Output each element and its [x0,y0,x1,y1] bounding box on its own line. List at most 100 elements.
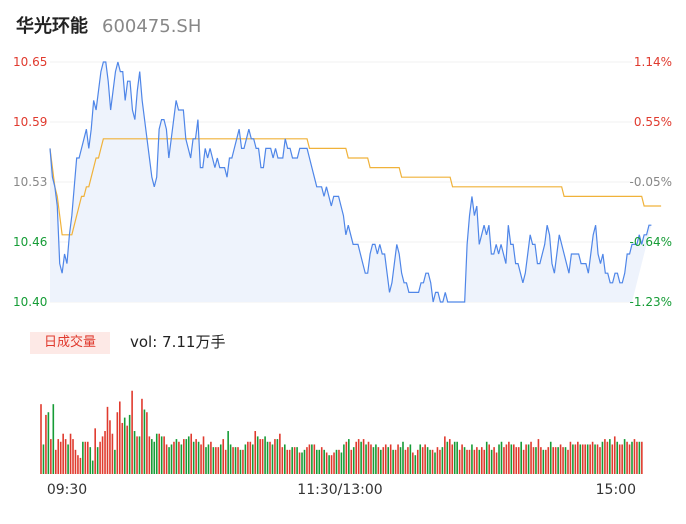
volume-bar [623,439,626,474]
volume-bar [530,441,532,474]
volume-bar [466,449,468,474]
volume-bar [488,444,490,474]
volume-bar [50,439,52,474]
volume-bar [343,444,345,474]
volume-bar [606,441,609,474]
volume-bar [419,444,422,474]
volume-bar [399,447,402,474]
y-right-tick-label: -1.23% [630,295,672,309]
y-left-tick-label: 10.59 [13,115,47,129]
volume-bar [473,449,476,474]
volume-bar [589,444,591,474]
volume-bar [274,439,276,474]
volume-bar [165,444,168,474]
volume-bar [485,441,488,474]
volume-bar [429,449,431,474]
volume-bar [288,449,291,474]
volume-bar [463,447,466,474]
volume-bar [604,439,606,474]
volume-bar [197,441,200,474]
volume-bar [168,447,170,474]
volume-bar [394,449,397,474]
volume-bar [281,447,284,474]
volume-bar [424,444,426,474]
volume-bar [535,447,537,474]
header: 华光环能 600475.SH [16,12,201,40]
volume-bar [54,449,57,474]
volume-bar [178,441,180,474]
volume-bar [86,441,89,474]
volume-bar [448,439,451,474]
y-left-tick-label: 10.65 [13,55,47,69]
volume-bar [569,441,572,474]
volume-bar [355,441,357,474]
volume-bar [599,447,601,474]
volume-bar [537,439,540,474]
volume-bar [111,433,114,474]
stock-name: 华光环能 [16,16,88,37]
volume-bar [577,441,579,474]
volume-bar [261,439,264,474]
volume-bar [402,441,404,474]
volume-bar [596,444,599,474]
volume-bar [200,444,202,474]
volume-bar [77,455,79,474]
volume-bar [365,444,367,474]
volume-bar [525,444,527,474]
volume-bar [84,441,87,474]
volume-bar [601,441,604,474]
volume-bar [357,439,360,474]
volume-bar [249,441,252,474]
volume-bar [636,441,638,474]
volume-bar [234,447,237,474]
x-axis-labels: 09:30 11:30/13:00 15:00 [47,482,636,498]
volume-bar [431,449,434,474]
volume-bar [478,449,481,474]
volume-bar [40,404,42,474]
volume-bar [52,404,55,474]
volume-bar [192,441,195,474]
volume-bar [557,447,559,474]
volume-bar [370,444,372,474]
volume-bar [62,433,64,474]
volume-bar [96,447,99,474]
volume-bar [106,406,109,474]
volume-bar [572,444,574,474]
volume-bar [151,439,153,474]
volume-bar [64,439,67,474]
volume-bar [158,433,160,474]
volume-bar [503,447,505,474]
volume-bar [609,439,611,474]
volume-bar [222,439,225,474]
volume-bar [251,444,254,474]
volume-bar [375,444,377,474]
volume-bar [69,433,72,474]
volume-bar [215,447,217,474]
stock-code: 600475.SH [102,16,202,37]
volume-bar [269,441,271,474]
price-area [50,62,652,302]
volume-bar [426,447,429,474]
volume-bar [187,436,190,474]
volume-bar [352,447,355,474]
volume-bar [237,447,239,474]
volume-bar [483,449,486,474]
volume-bar [323,449,325,474]
volume-bar [446,441,449,474]
y-left-tick-label: 10.53 [13,175,47,189]
y-right-tick-label: -0.05% [630,175,672,189]
volume-bar [266,441,269,474]
volume-bar [377,447,380,474]
volume-bar [121,422,124,474]
volume-bar [313,444,316,474]
volume-bar [175,439,178,474]
volume-bar [574,444,577,474]
volume-bar [79,457,82,474]
volume-bar [564,447,567,474]
volume-bar [264,436,266,474]
volume-bar [239,449,242,474]
volume-bar [259,439,261,474]
volume-bar [618,444,621,474]
volume-bar [451,444,454,474]
volume-bar [581,444,584,474]
